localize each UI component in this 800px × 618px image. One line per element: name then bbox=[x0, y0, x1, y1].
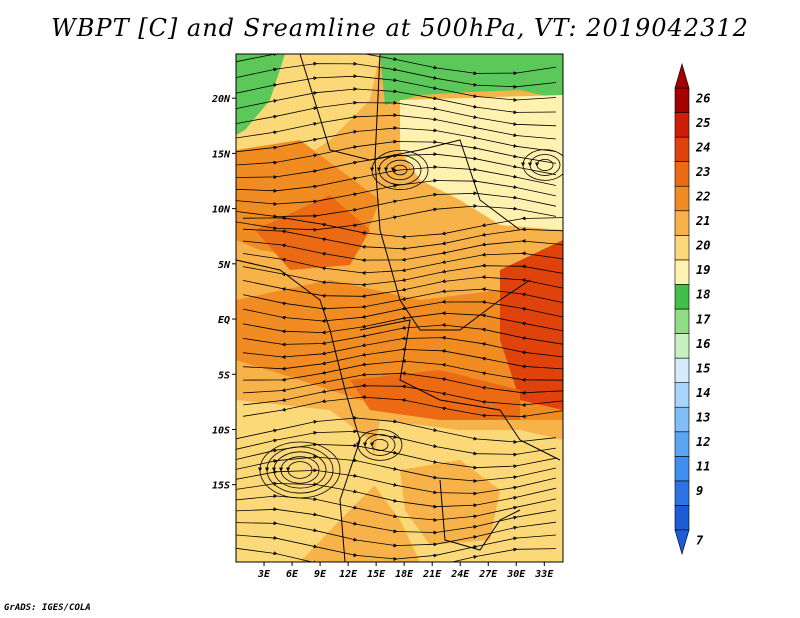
colorbar-segment bbox=[674, 308, 690, 334]
colorbar-segment bbox=[674, 259, 690, 285]
colorbar-label: 21 bbox=[695, 214, 710, 228]
streamline bbox=[390, 164, 408, 176]
border-line-southern-africa bbox=[439, 479, 521, 551]
colorbar-label: 19 bbox=[696, 263, 710, 277]
streamline bbox=[534, 159, 554, 171]
colorbar-segment bbox=[674, 87, 690, 113]
lon-tick-label: 27E bbox=[478, 569, 498, 580]
streamline bbox=[383, 159, 415, 181]
streamline bbox=[236, 547, 557, 562]
colorbar-label: 16 bbox=[696, 337, 710, 351]
streamline bbox=[278, 456, 320, 484]
colorbar-label: 15 bbox=[696, 361, 710, 375]
border-line-south bbox=[359, 319, 561, 461]
streamline bbox=[285, 461, 313, 479]
colorbar-segment bbox=[674, 284, 690, 310]
streamlines bbox=[236, 54, 563, 562]
colorbar-segment bbox=[674, 210, 690, 236]
streamline bbox=[376, 154, 422, 186]
colorbar-min-arrow bbox=[674, 529, 690, 556]
colorbar-label: 13 bbox=[696, 411, 710, 425]
lon-tick-label: 12E bbox=[339, 569, 358, 580]
lon-tick-label: 9E bbox=[314, 569, 327, 580]
streamline bbox=[527, 154, 561, 176]
streamline bbox=[271, 451, 327, 489]
lon-tick-label: 30E bbox=[506, 569, 526, 580]
colorbar-segment bbox=[674, 136, 690, 162]
lon-tick-label: 15E bbox=[367, 569, 386, 580]
colorbar-segment bbox=[674, 161, 690, 187]
longitude-axis: 3E 6E 9E 12E 15E 18E 21E 24E 27E 30E 33E bbox=[257, 562, 554, 580]
colorbar-label: 20 bbox=[695, 239, 710, 253]
lon-tick-label: 33E bbox=[534, 569, 554, 580]
lon-tick-label: 18E bbox=[395, 569, 414, 580]
coastline-west bbox=[236, 259, 361, 562]
colorbar-segment bbox=[674, 112, 690, 138]
colorbar-label: 18 bbox=[696, 288, 710, 302]
colorbar-segment bbox=[674, 382, 690, 408]
lat-tick-label: 5S bbox=[218, 370, 230, 381]
colorbar-segment bbox=[674, 480, 690, 506]
colorbar-max-arrow bbox=[674, 62, 690, 89]
country-borders bbox=[236, 54, 561, 562]
colorbar-label: 12 bbox=[696, 435, 710, 449]
lon-tick-label: 3E bbox=[257, 569, 271, 580]
colorbar-segment bbox=[674, 333, 690, 359]
colorbar-label: 26 bbox=[695, 91, 710, 105]
border-line-north bbox=[299, 54, 521, 231]
lon-tick-label: 24E bbox=[450, 569, 470, 580]
colorbar: 7 9 11 12 13 14 15 16 17 18 19 20 21 22 23 24 25 26 bbox=[674, 62, 711, 556]
lat-tick-label: 10S bbox=[212, 425, 230, 436]
colorbar-label: 11 bbox=[696, 460, 710, 474]
colorbar-label: 9 bbox=[696, 484, 703, 498]
colorbar-segment bbox=[674, 185, 690, 212]
grads-credit: GrADS: IGES/COLA bbox=[4, 603, 91, 613]
colorbar-segment bbox=[674, 456, 690, 482]
streamline bbox=[236, 204, 557, 232]
colorbar-label: 14 bbox=[696, 386, 710, 400]
lat-tick-label: 15N bbox=[212, 149, 231, 160]
lat-tick-label: 10N bbox=[212, 205, 231, 216]
colorbar-segment bbox=[674, 357, 690, 383]
colorbar-label: 17 bbox=[696, 312, 711, 326]
colorbar-segment bbox=[674, 235, 690, 261]
lon-tick-label: 21E bbox=[422, 569, 442, 580]
chart-title: WBPT [C] and Sreamline at 500hPa, VT: 20… bbox=[51, 14, 749, 42]
colorbar-segment bbox=[674, 505, 690, 531]
colorbar-label: 22 bbox=[695, 190, 710, 204]
streamline bbox=[520, 149, 563, 181]
lon-tick-label: 6E bbox=[286, 569, 299, 580]
latitude-axis: 20N 15N 10N 5N EQ 5S 10S 15S bbox=[211, 94, 236, 492]
streamline bbox=[264, 446, 334, 494]
colorbar-label: 7 bbox=[696, 533, 704, 547]
colorbar-segment bbox=[674, 431, 690, 457]
border-line-central bbox=[374, 54, 531, 331]
lat-tick-label: 20N bbox=[211, 94, 231, 105]
colorbar-label: 23 bbox=[695, 165, 710, 179]
colorbar-segment bbox=[674, 406, 690, 433]
lat-tick-label: 15S bbox=[212, 481, 230, 492]
streamline bbox=[362, 434, 396, 456]
streamline bbox=[369, 150, 429, 190]
lat-tick-label: EQ bbox=[218, 315, 230, 326]
streamline bbox=[257, 441, 341, 499]
lat-tick-label: 5N bbox=[218, 260, 231, 271]
map-frame bbox=[235, 53, 564, 563]
colorbar-label: 25 bbox=[695, 116, 710, 130]
field-region-green-west bbox=[236, 54, 285, 135]
streamline bbox=[369, 439, 389, 451]
colorbar-label: 24 bbox=[695, 140, 710, 154]
